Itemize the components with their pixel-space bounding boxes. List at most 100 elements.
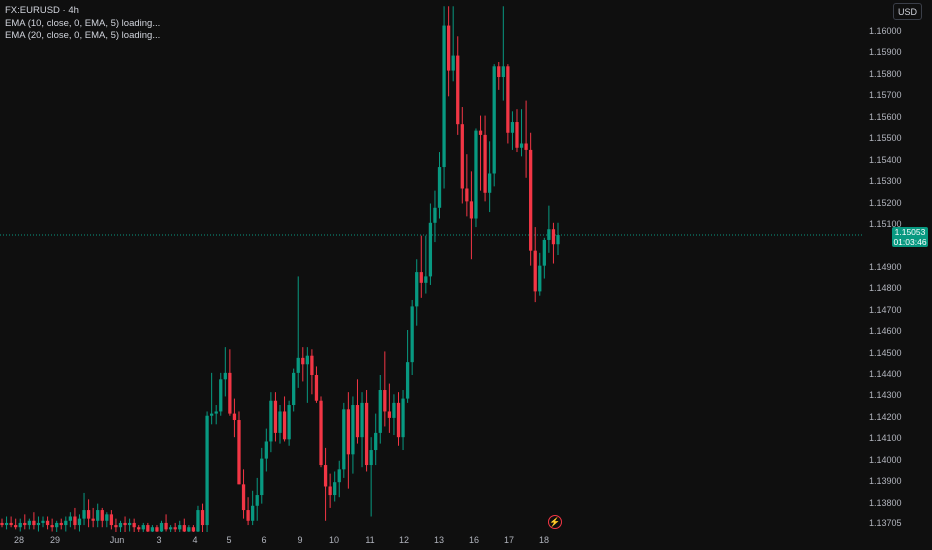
candle-body[interactable] [519, 143, 524, 148]
time-axis[interactable]: 28 29 Jun 3 4 5 6 9 10 11 12 13 16 17 18 [0, 532, 862, 550]
candle-body[interactable] [251, 505, 255, 521]
candle-body[interactable] [196, 510, 200, 532]
candle-body[interactable] [264, 441, 268, 459]
candle-body[interactable] [292, 372, 296, 406]
candle-body[interactable] [173, 527, 177, 530]
candle-body[interactable] [310, 355, 314, 376]
candle-body[interactable] [14, 525, 18, 528]
candle-body[interactable] [9, 522, 13, 526]
legend-ema-10[interactable]: EMA (10, close, 0, EMA, 5) loading... [5, 18, 161, 29]
candle-body[interactable] [241, 484, 246, 511]
candle-body[interactable] [232, 413, 237, 421]
candle-body[interactable] [114, 525, 118, 528]
candle-body[interactable] [487, 173, 492, 193]
candle-body[interactable] [118, 522, 123, 528]
candle-body[interactable] [533, 250, 537, 292]
candle-body[interactable] [396, 402, 401, 438]
candle-body[interactable] [551, 229, 556, 245]
candle-body[interactable] [410, 306, 414, 363]
candle-body[interactable] [323, 465, 328, 487]
candle-body[interactable] [77, 518, 82, 526]
candle-body[interactable] [27, 520, 31, 526]
candle-body[interactable] [182, 525, 186, 532]
candle-body[interactable] [178, 525, 182, 530]
candle-body[interactable] [18, 522, 22, 528]
candle-body[interactable] [127, 522, 132, 526]
candle-body[interactable] [146, 525, 150, 532]
candle-body[interactable] [132, 522, 136, 528]
candle-body[interactable] [237, 420, 241, 485]
candle-body[interactable] [269, 400, 273, 442]
candle-body[interactable] [73, 516, 77, 526]
candle-body[interactable] [23, 522, 27, 526]
candle-body[interactable] [301, 357, 305, 365]
candle-body[interactable] [355, 405, 360, 438]
candle-body[interactable] [342, 409, 346, 470]
candle-body[interactable] [209, 413, 214, 416]
candle-body[interactable] [305, 355, 309, 365]
candle-body[interactable] [59, 522, 63, 526]
candle-body[interactable] [200, 510, 205, 526]
candle-body[interactable] [86, 510, 91, 519]
candle-body[interactable] [419, 272, 423, 283]
candlestick-chart[interactable] [0, 0, 862, 532]
candle-body[interactable] [296, 357, 300, 373]
candle-body[interactable] [36, 522, 41, 526]
candle-body[interactable] [150, 527, 155, 532]
candle-body[interactable] [278, 411, 282, 433]
candle-body[interactable] [442, 25, 446, 168]
candle-body[interactable] [446, 25, 451, 71]
candle-body[interactable] [64, 520, 68, 526]
candle-body[interactable] [328, 486, 332, 496]
candle-body[interactable] [492, 66, 496, 174]
candle-body[interactable] [187, 527, 191, 532]
candle-body[interactable] [451, 55, 455, 71]
candle-body[interactable] [556, 235, 560, 245]
candle-body[interactable] [214, 411, 218, 414]
candle-body[interactable] [460, 124, 464, 189]
candle-body[interactable] [360, 402, 364, 438]
candle-body[interactable] [96, 510, 100, 521]
candle-body[interactable] [219, 379, 223, 412]
candle-body[interactable] [374, 432, 378, 451]
candle-body[interactable] [428, 222, 433, 277]
candle-body[interactable] [68, 516, 73, 521]
candle-body[interactable] [392, 402, 396, 418]
candle-body[interactable] [205, 415, 209, 526]
candle-body[interactable] [369, 450, 373, 466]
candle-body[interactable] [4, 522, 9, 526]
candle-body[interactable] [287, 405, 291, 440]
candle-body[interactable] [164, 522, 168, 530]
candle-body[interactable] [123, 522, 127, 526]
candle-body[interactable] [538, 265, 542, 292]
candle-body[interactable] [547, 229, 551, 240]
candle-body[interactable] [456, 55, 460, 125]
candle-body[interactable] [415, 272, 419, 307]
candle-body[interactable] [346, 409, 351, 455]
candle-body[interactable] [510, 122, 515, 133]
candle-body[interactable] [542, 239, 546, 266]
candle-body[interactable] [383, 390, 387, 412]
candle-body[interactable] [50, 525, 54, 528]
currency-button[interactable]: USD [893, 3, 922, 20]
candle-body[interactable] [497, 66, 501, 78]
candle-body[interactable] [387, 411, 392, 418]
candle-body[interactable] [506, 66, 510, 133]
candle-body[interactable] [137, 527, 141, 530]
candle-body[interactable] [282, 411, 287, 440]
legend-ema-20[interactable]: EMA (20, close, 0, EMA, 5) loading... [5, 30, 161, 41]
candle-body[interactable] [273, 400, 278, 433]
candle-body[interactable] [246, 510, 250, 521]
candle-body[interactable] [82, 510, 86, 519]
candle-body[interactable] [314, 375, 319, 401]
candle-body[interactable] [0, 522, 4, 526]
candle-body[interactable] [45, 520, 50, 526]
price-axis[interactable]: 1.16000 1.15900 1.15800 1.15700 1.15600 1.155… [862, 0, 932, 550]
candle-body[interactable] [260, 458, 264, 496]
candle-body[interactable] [109, 514, 114, 526]
candle-body[interactable] [155, 527, 159, 532]
candle-body[interactable] [223, 372, 227, 380]
candle-body[interactable] [524, 143, 528, 150]
candle-body[interactable] [351, 405, 355, 455]
candle-body[interactable] [437, 167, 442, 208]
